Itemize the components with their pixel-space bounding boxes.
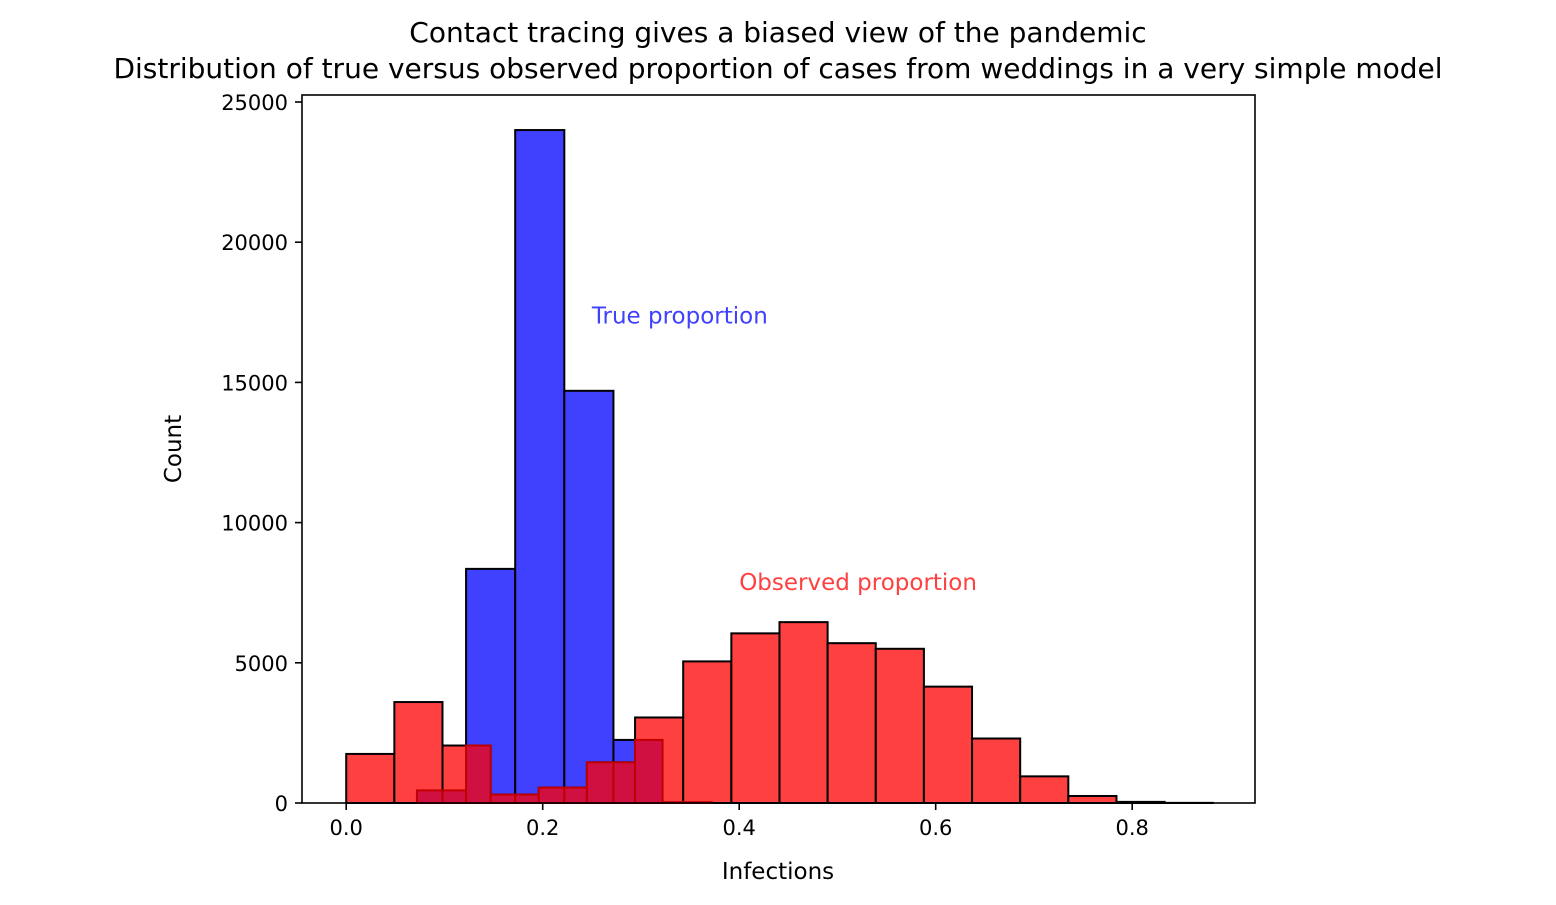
x-tick-label: 0.6 — [919, 816, 952, 840]
histogram-overlap-bar — [415, 789, 444, 805]
histogram-bar — [971, 737, 1022, 804]
x-tick-label: 0.4 — [722, 816, 755, 840]
y-tick-label: 20000 — [221, 231, 288, 255]
y-tick-label: 5000 — [235, 652, 288, 676]
histogram-overlap-bar — [634, 738, 664, 804]
y-axis-label: Count — [161, 415, 187, 483]
histogram-bar — [393, 701, 444, 805]
histogram-bar — [874, 647, 925, 804]
histogram-overlap-bar — [514, 793, 540, 805]
plot-frame — [301, 94, 1256, 804]
y-axis-ticks: 0 5000 10000 15000 20000 25000 — [221, 91, 302, 816]
chart-subtitle: Distribution of true versus observed pro… — [113, 52, 1442, 85]
annotation-layer: True proportion Observed proportion — [591, 304, 977, 596]
histogram-bar — [922, 685, 974, 804]
series-layer — [345, 129, 1214, 805]
histogram-overlap-bar — [585, 761, 615, 805]
histogram-overlap-bar — [465, 744, 492, 804]
y-tick-label: 10000 — [221, 512, 288, 536]
y-tick-label: 0 — [275, 792, 288, 816]
histogram-bar — [778, 621, 829, 804]
histogram-bar — [1067, 794, 1118, 805]
histogram-bar — [1019, 775, 1070, 804]
x-axis-ticks: 0.0 0.2 0.4 0.6 0.8 — [330, 803, 1149, 840]
histogram-series-0 — [415, 129, 713, 805]
histogram-bar — [514, 129, 566, 804]
chart-title: Contact tracing gives a biased view of t… — [409, 16, 1146, 49]
histogram-bar — [345, 752, 396, 804]
x-tick-label: 0.0 — [330, 816, 363, 840]
x-tick-label: 0.8 — [1115, 816, 1148, 840]
histogram-overlap-bar — [537, 786, 566, 805]
histogram-overlap-bar — [563, 786, 588, 805]
y-tick-label: 15000 — [221, 371, 288, 395]
histogram-overlap-bar — [612, 761, 637, 805]
histogram-bar — [563, 389, 615, 804]
x-tick-label: 0.2 — [526, 816, 559, 840]
annotation-0: True proportion — [591, 304, 768, 330]
histogram-bar — [826, 642, 877, 804]
x-axis-label: Infections — [722, 859, 834, 885]
annotation-1: Observed proportion — [739, 570, 977, 596]
histogram-bar — [730, 632, 781, 805]
histogram-overlap-bar — [489, 793, 517, 805]
y-tick-label: 25000 — [221, 91, 288, 115]
histogram-overlap-bar — [441, 789, 468, 805]
histogram-bar — [682, 660, 733, 805]
